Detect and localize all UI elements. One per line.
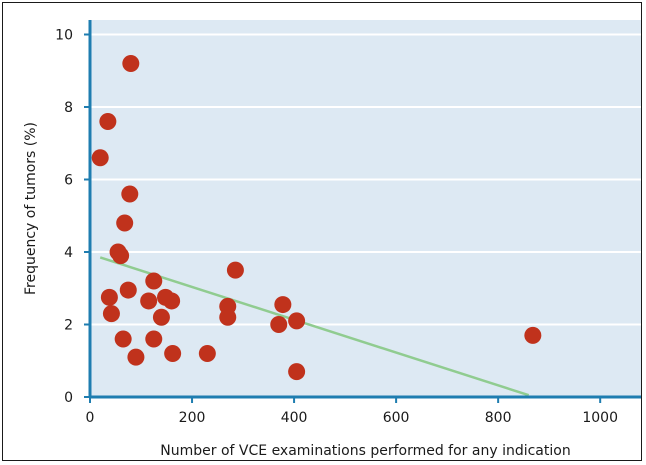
x-tick-label: 0 [86, 410, 95, 426]
data-point [120, 282, 137, 299]
data-point [92, 149, 109, 166]
data-point [227, 262, 244, 279]
data-point [116, 215, 133, 232]
data-point [164, 345, 181, 362]
data-point [122, 55, 139, 72]
y-tick-label: 4 [64, 245, 73, 261]
data-point [115, 331, 132, 348]
data-point [524, 327, 541, 344]
data-point [140, 292, 157, 309]
plot-background [90, 20, 641, 397]
y-axis-label: Frequency of tumors (%) [23, 122, 39, 295]
data-point [101, 289, 118, 306]
x-tick-label: 1000 [582, 410, 618, 426]
data-point [270, 316, 287, 333]
x-tick-labels: 0 200 400 600 800 1000 [86, 410, 618, 426]
data-point [99, 113, 116, 130]
y-tick-label: 2 [64, 318, 73, 334]
data-point [163, 292, 180, 309]
x-axis-label: Number of VCE examinations performed for… [160, 443, 570, 459]
y-tick-label: 6 [64, 173, 73, 189]
x-tick-label: 800 [485, 410, 512, 426]
data-point [199, 345, 216, 362]
data-point [288, 363, 305, 380]
y-tick-label: 10 [55, 28, 73, 44]
data-point [219, 309, 236, 326]
data-point [274, 296, 291, 313]
data-point [112, 247, 129, 264]
data-point [127, 349, 144, 366]
data-point [121, 186, 138, 203]
x-tick-label: 600 [383, 410, 410, 426]
data-point [103, 305, 120, 322]
data-point [145, 331, 162, 348]
data-point [145, 273, 162, 290]
y-tick-label: 8 [64, 100, 73, 116]
x-tick-label: 200 [179, 410, 206, 426]
data-point [153, 309, 170, 326]
y-tick-labels: 0 2 4 6 8 10 [55, 28, 73, 407]
y-tick-label: 0 [64, 390, 73, 406]
x-tick-label: 400 [281, 410, 308, 426]
data-point [288, 312, 305, 329]
